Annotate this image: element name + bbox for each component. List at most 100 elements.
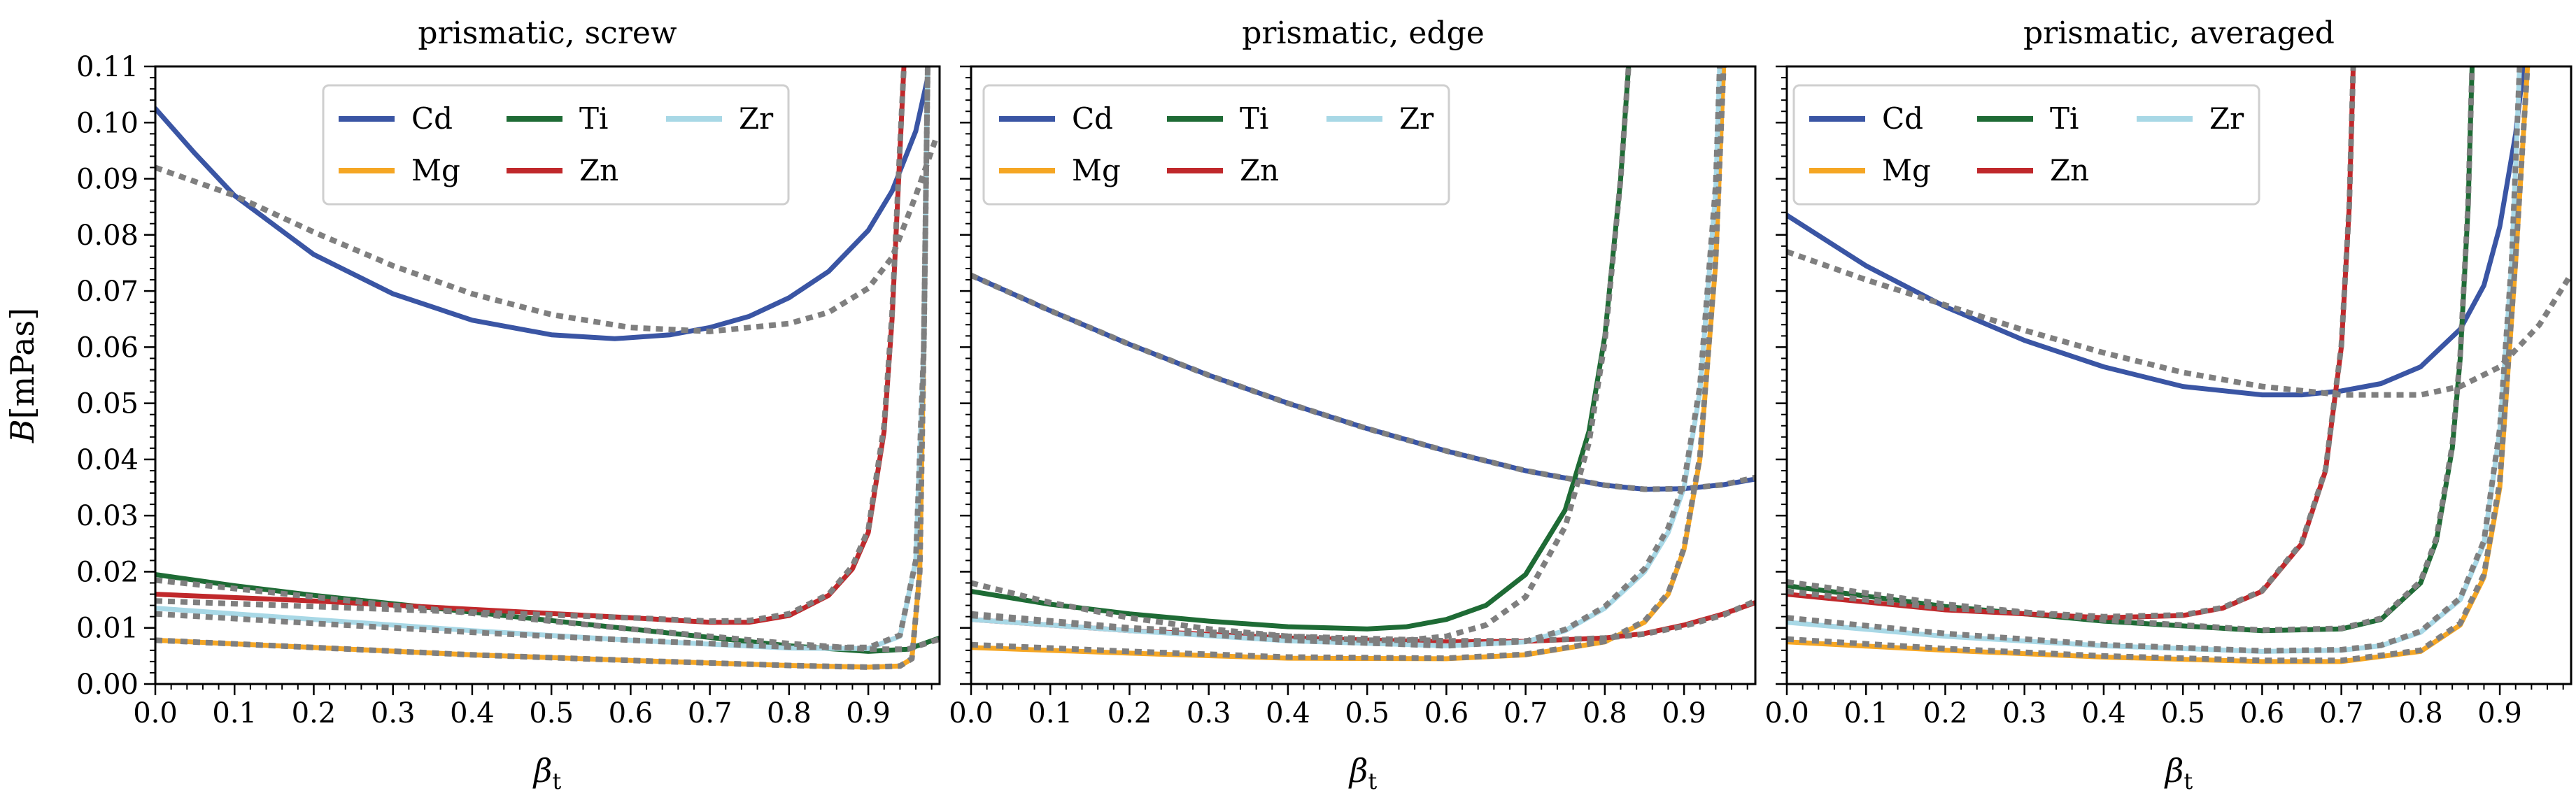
x-tick-label: 0.1 [212, 697, 257, 729]
y-tick-label: 0.08 [76, 220, 139, 252]
x-tick-label: 0.4 [1266, 697, 1310, 729]
legend-label-zr: Zr [739, 101, 774, 136]
y-tick-label: 0.06 [76, 332, 139, 364]
series-line-cd-fit [155, 138, 939, 334]
legend-label-zn: Zn [1240, 153, 1279, 187]
legend: Cd Mg Ti Zn Zr [982, 84, 1450, 206]
legend-label-zn: Zn [579, 153, 618, 187]
legend-box [322, 84, 790, 206]
legend-box [1792, 84, 2260, 206]
series-line-zn-fit [971, 598, 1755, 644]
legend: Cd Mg Ti Zn Zr [322, 84, 790, 206]
x-tick-label: 0.9 [2477, 697, 2522, 729]
x-tick-label: 0.4 [2081, 697, 2126, 729]
legend-label-zn: Zn [2050, 153, 2089, 187]
y-tick-label: 0.01 [76, 613, 139, 645]
legend-box [982, 84, 1450, 206]
legend-label-ti: Ti [579, 101, 608, 136]
series-line-zr-fit [1787, 66, 2523, 654]
legend: Cd Mg Ti Zn Zr [1792, 84, 2260, 206]
x-tick-label: 0.2 [1107, 697, 1152, 729]
legend-label-ti: Ti [1240, 101, 1268, 136]
panel-2: prismatic, edge 0.0 0.1 0.2 0.3 0.4 0.5 0.6 0.7 0… [949, 15, 1757, 795]
y-axis-label-symbol: B [3, 419, 41, 443]
x-tick-label: 0.7 [2319, 697, 2364, 729]
series-group [971, 66, 1755, 662]
y-tick-label: 0.10 [76, 107, 139, 139]
panel-title: prismatic, screw [418, 15, 677, 51]
y-axis-label-unit: [mPas] [3, 308, 41, 419]
series-line-cd-fit [1787, 249, 2571, 398]
x-tick-label: 0.6 [609, 697, 653, 729]
series-line-mg-fit [155, 66, 930, 670]
legend-label-cd: Cd [411, 101, 453, 136]
series-line-zr-fit [155, 66, 930, 650]
x-axis-label-subscript: t [552, 768, 561, 795]
panel-3: prismatic, averaged 0.0 0.1 0.2 0.3 0.4 0.5 0.6… [1764, 15, 2573, 795]
series-line-mg-fit [1787, 66, 2531, 664]
legend-label-mg: Mg [411, 153, 460, 187]
x-tick-label: 0.7 [1503, 697, 1548, 729]
x-tick-label: 0.3 [371, 697, 416, 729]
legend-label-mg: Mg [1072, 153, 1121, 187]
legend-label-zr: Zr [1399, 101, 1434, 136]
series-line-ti [971, 66, 1632, 632]
x-tick-label: 0.0 [949, 697, 993, 729]
series-line-cd [155, 75, 930, 341]
x-tick-label: 0.5 [1345, 697, 1389, 729]
series-line-zr-fit [971, 66, 1722, 649]
x-axis-label-subscript: t [2184, 768, 2193, 795]
y-tick-label: 0.02 [76, 556, 139, 588]
x-tick-label: 0.0 [1764, 697, 1809, 729]
x-tick-label: 0.7 [688, 697, 733, 729]
x-tick-label: 0.6 [1424, 697, 1469, 729]
x-tick-label: 0.5 [529, 697, 574, 729]
y-tick-label: 0.04 [76, 444, 139, 476]
x-axis-label-symbol: β [1348, 752, 1368, 790]
x-tick-label: 0.8 [767, 697, 812, 729]
x-axis-label: βt [532, 752, 562, 795]
x-axis-label-subscript: t [1368, 768, 1377, 795]
series-line-ti-fit [155, 577, 940, 653]
x-tick-label: 0.2 [1923, 697, 1968, 729]
x-axis-label: βt [1348, 752, 1378, 795]
series-line-zn-fit [1787, 66, 2356, 620]
y-tick-label: 0.03 [76, 500, 139, 532]
x-tick-label: 0.9 [1662, 697, 1706, 729]
y-tick-label: 0.00 [76, 669, 139, 701]
y-tick-label: 0.05 [76, 388, 139, 420]
legend-label-ti: Ti [2050, 101, 2079, 136]
panel-title: prismatic, edge [1242, 15, 1485, 51]
x-axis-label: βt [2164, 752, 2193, 795]
axes-frame [1785, 65, 2573, 685]
y-tick-label: 0.07 [76, 276, 139, 308]
axes-frame [154, 65, 941, 685]
series-line-zn-fit [155, 66, 907, 625]
x-axis-label-symbol: β [532, 752, 553, 790]
series-line-cd-fit [971, 272, 1755, 492]
x-tick-label: 0.9 [846, 697, 891, 729]
x-tick-label: 0.4 [450, 697, 495, 729]
series-group [1787, 66, 2571, 664]
legend-label-cd: Cd [1882, 101, 1923, 136]
series-line-cd [971, 273, 1755, 492]
x-tick-label: 0.1 [1843, 697, 1888, 729]
x-tick-label: 0.8 [1583, 697, 1627, 729]
y-tick-label: 0.11 [76, 51, 139, 83]
x-tick-label: 0.8 [2398, 697, 2443, 729]
x-tick-label: 0.1 [1028, 697, 1073, 729]
panel-1: prismatic, screw 0.0 0.1 0.2 0.3 0.4 0.5 0.6 0.7… [3, 15, 941, 795]
x-tick-label: 0.3 [1187, 697, 1231, 729]
series-line-mg-fit [971, 66, 1727, 662]
x-axis-label-symbol: β [2164, 752, 2184, 790]
x-tick-label: 0.5 [2160, 697, 2205, 729]
y-tick-label: 0.09 [76, 164, 139, 196]
axes-frame [970, 65, 1757, 685]
legend-label-cd: Cd [1072, 101, 1113, 136]
y-axis-label: B[mPas] [3, 308, 41, 443]
x-tick-label: 0.2 [292, 697, 337, 729]
legend-label-zr: Zr [2209, 101, 2244, 136]
series-line-ti-fit [971, 66, 1632, 643]
x-tick-label: 0.0 [133, 697, 178, 729]
